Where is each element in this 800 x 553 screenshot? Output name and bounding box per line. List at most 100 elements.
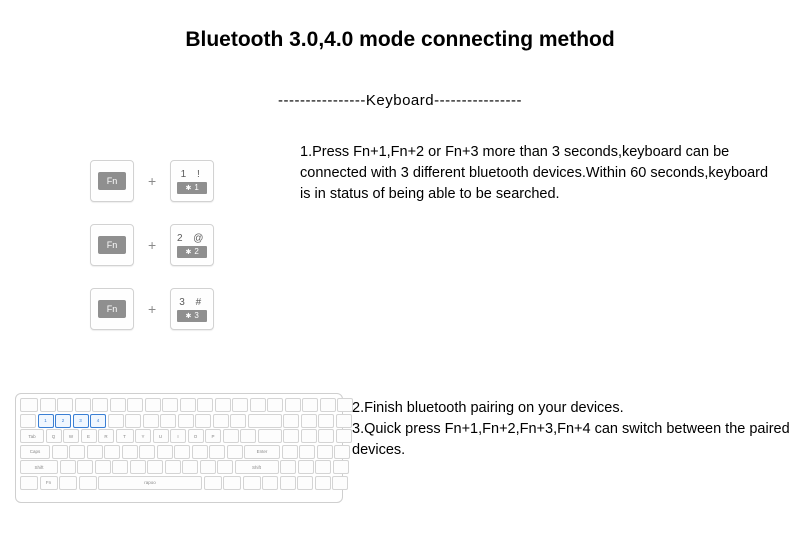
keyboard-key xyxy=(243,476,261,490)
keyboard-key: U xyxy=(153,429,169,443)
keyboard-key xyxy=(110,398,126,412)
keyboard-key-highlighted: 1 xyxy=(38,414,54,428)
keyboard-key xyxy=(336,429,352,443)
keyboard-key xyxy=(204,476,222,490)
bluetooth-icon: ✱ xyxy=(186,184,192,192)
combo-fn-2: Fn + 2 @ ✱2 xyxy=(90,224,214,266)
combo-fn-1: Fn + 1 ! ✱1 xyxy=(90,160,214,202)
keyboard-illustration: 1234TabQWERTYUIOPCapsEnterShiftShiftFnra… xyxy=(15,393,343,503)
keyboard-key: E xyxy=(81,429,97,443)
num-2-key: 2 @ ✱2 xyxy=(170,224,214,266)
keyboard-key xyxy=(217,460,233,474)
keyboard-key xyxy=(165,460,181,474)
keyboard-key xyxy=(139,445,155,459)
keyboard-key xyxy=(301,414,317,428)
keyboard-key xyxy=(40,398,56,412)
keyboard-key xyxy=(20,398,38,412)
keyboard-key xyxy=(162,398,178,412)
keyboard-key xyxy=(180,398,196,412)
keyboard-key xyxy=(320,398,336,412)
num-3-key: 3 # ✱3 xyxy=(170,288,214,330)
keyboard-key xyxy=(145,398,161,412)
keyboard-key xyxy=(267,398,283,412)
bluetooth-icon: ✱ xyxy=(186,312,192,320)
keyboard-key xyxy=(195,414,211,428)
keyboard-key: I xyxy=(170,429,186,443)
keyboard-key: Tab xyxy=(20,429,44,443)
keyboard-key xyxy=(174,445,190,459)
keyboard-key xyxy=(213,414,229,428)
keyboard-key xyxy=(127,398,143,412)
keyboard-key xyxy=(282,445,298,459)
keyboard-key xyxy=(332,476,348,490)
keyboard-key xyxy=(283,414,299,428)
keyboard-key: R xyxy=(98,429,114,443)
keyboard-key xyxy=(262,476,278,490)
keyboard-key xyxy=(130,460,146,474)
keyboard-key xyxy=(157,445,173,459)
keyboard-key: Caps xyxy=(20,445,50,459)
keyboard-key xyxy=(178,414,194,428)
keyboard-key: T xyxy=(116,429,134,443)
keyboard-row xyxy=(20,398,338,412)
keyboard-key xyxy=(283,429,299,443)
combo-fn-3: Fn + 3 # ✱3 xyxy=(90,288,214,330)
fn-key: Fn xyxy=(90,288,134,330)
key-top-legend: 2 @ xyxy=(177,233,208,244)
plus-icon: + xyxy=(148,237,156,253)
keyboard-key xyxy=(227,445,243,459)
keyboard-key xyxy=(232,398,248,412)
keyboard-key xyxy=(20,414,36,428)
keyboard-key xyxy=(192,445,208,459)
keyboard-key xyxy=(285,398,301,412)
fn-key: Fn xyxy=(90,160,134,202)
keyboard-key: O xyxy=(188,429,204,443)
keyboard-key xyxy=(75,398,91,412)
keyboard-key xyxy=(250,398,266,412)
keyboard-key xyxy=(77,460,93,474)
keyboard-key: Q xyxy=(46,429,62,443)
keyboard-key xyxy=(318,414,334,428)
keyboard-key xyxy=(337,398,353,412)
keyboard-key xyxy=(125,414,141,428)
page-title: Bluetooth 3.0,4.0 mode connecting method xyxy=(0,28,800,52)
keyboard-key xyxy=(104,445,120,459)
keyboard-key xyxy=(215,398,231,412)
keyboard-key xyxy=(60,460,76,474)
step-3-text: 3.Quick press Fn+1,Fn+2,Fn+3,Fn+4 can sw… xyxy=(352,419,792,461)
keyboard-key xyxy=(112,460,128,474)
plus-icon: + xyxy=(148,301,156,317)
keyboard-key xyxy=(297,476,313,490)
steps-2-3-text: 2.Finish bluetooth pairing on your devic… xyxy=(352,398,792,461)
keyboard-key: Shift xyxy=(20,460,58,474)
keyboard-key xyxy=(299,445,315,459)
step-2-text: 2.Finish bluetooth pairing on your devic… xyxy=(352,398,792,419)
keyboard-key-highlighted: 3 xyxy=(73,414,89,428)
num-1-key: 1 ! ✱1 xyxy=(170,160,214,202)
keyboard-key xyxy=(317,445,333,459)
fn-key: Fn xyxy=(90,224,134,266)
key-bt-legend: ✱2 xyxy=(177,246,207,258)
fn-key-label: Fn xyxy=(98,300,126,318)
keyboard-key xyxy=(87,445,103,459)
keyboard-key-highlighted: 2 xyxy=(55,414,71,428)
keyboard-key xyxy=(248,414,282,428)
keyboard-key xyxy=(318,429,334,443)
keyboard-row: TabQWERTYUIOP xyxy=(20,429,338,443)
step-1-text: 1.Press Fn+1,Fn+2 or Fn+3 more than 3 se… xyxy=(300,142,775,205)
keyboard-row: Fnrapoo xyxy=(20,476,338,490)
keyboard-row: CapsEnter xyxy=(20,445,338,459)
keyboard-key xyxy=(301,429,317,443)
key-top-legend: 3 # xyxy=(179,297,205,308)
keyboard-key xyxy=(333,460,349,474)
key-bt-legend: ✱1 xyxy=(177,182,207,194)
keyboard-key: Fn xyxy=(40,476,58,490)
fn-key-label: Fn xyxy=(98,236,126,254)
key-top-legend: 1 ! xyxy=(181,169,204,180)
keyboard-key xyxy=(240,429,256,443)
keyboard-key xyxy=(209,445,225,459)
keyboard-key xyxy=(197,398,213,412)
section-divider-keyboard: ----------------Keyboard---------------- xyxy=(0,92,800,109)
keyboard-key xyxy=(298,460,314,474)
keyboard-key xyxy=(20,476,38,490)
